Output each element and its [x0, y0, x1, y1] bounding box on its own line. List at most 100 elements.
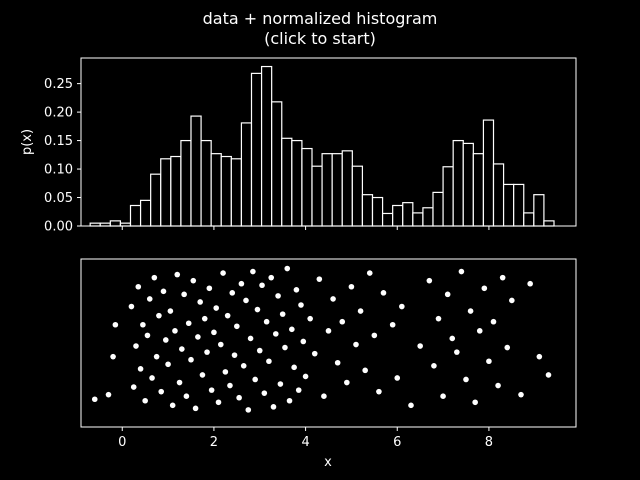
scatter-point — [454, 349, 460, 355]
scatter-point — [293, 287, 300, 293]
scatter-point — [291, 364, 297, 371]
histogram-y-tick-label: 0.25 — [44, 77, 73, 92]
scatter-point — [362, 367, 368, 374]
scatter-point — [215, 399, 222, 406]
scatter-point — [472, 399, 478, 406]
scatter-point — [201, 315, 208, 322]
histogram-bar — [412, 212, 424, 227]
scatter-point — [321, 393, 327, 400]
scatter-point — [240, 363, 247, 369]
scatter-point — [339, 318, 346, 325]
histogram-bar — [482, 119, 495, 227]
histogram-bar — [381, 212, 394, 227]
scatter-point — [169, 402, 176, 409]
scatter-point — [527, 280, 533, 287]
histogram-bar — [139, 199, 152, 227]
scatter-point — [431, 363, 437, 369]
scatter-point — [133, 343, 139, 349]
scatter-point — [142, 397, 148, 404]
scatter-point — [449, 335, 456, 342]
scatter-point — [256, 347, 263, 354]
scatter-point — [158, 388, 165, 395]
scatter-point — [213, 305, 220, 311]
scatter-point — [426, 277, 433, 284]
scatter-point — [481, 285, 488, 292]
scatter-frame — [80, 258, 577, 428]
scatter-x-tick-label: 8 — [485, 435, 493, 450]
scatter-point — [156, 312, 162, 319]
scatter-point — [165, 361, 171, 368]
figure-title-line2: (click to start) — [264, 29, 376, 48]
scatter-axes[interactable]: 0 2 4 6 8 x — [80, 258, 577, 470]
scatter-point — [140, 321, 146, 328]
histogram-bar — [200, 139, 212, 227]
histogram-bar — [492, 163, 505, 227]
scatter-point — [490, 318, 497, 325]
scatter-point — [128, 303, 135, 310]
histogram-y-tick-label: 0.05 — [44, 191, 73, 206]
scatter-point — [112, 321, 119, 328]
scatter-point — [545, 372, 552, 378]
histogram-y-label: p(x) — [20, 129, 35, 155]
scatter-point — [185, 320, 192, 327]
histogram-bar — [109, 220, 122, 227]
scatter-point — [499, 274, 506, 281]
scatter-point — [286, 397, 293, 404]
histogram-y-tick-label: 0.15 — [44, 134, 73, 149]
scatter-point — [316, 276, 323, 282]
scatter-point — [289, 326, 295, 333]
scatter-point — [295, 387, 302, 393]
scatter-point — [353, 341, 359, 348]
histogram-axes[interactable]: 0.00 0.05 0.10 0.15 0.20 0.25 p(x) — [20, 57, 577, 235]
histogram-bar — [502, 183, 515, 227]
scatter-point — [408, 402, 414, 409]
histogram-bar — [160, 158, 172, 227]
scatter-point — [376, 388, 382, 395]
histogram-bar — [129, 204, 142, 227]
histogram-bar — [392, 204, 404, 227]
scatter-point — [172, 328, 178, 334]
scatter-point — [509, 297, 515, 304]
scatter-point — [188, 356, 194, 363]
histogram-bar — [432, 191, 444, 227]
scatter-point — [275, 293, 281, 299]
histogram-bar — [150, 173, 162, 227]
histogram-bar — [311, 165, 323, 227]
histogram-bar — [321, 153, 333, 227]
scatter-point — [325, 328, 332, 334]
scatter-point — [463, 376, 469, 383]
scatter-point — [151, 274, 158, 281]
scatter-point — [261, 390, 268, 396]
scatter-point — [270, 404, 277, 410]
scatter-point — [344, 379, 350, 386]
histogram-bar — [230, 158, 243, 227]
scatter-point — [476, 328, 483, 334]
histogram-bar — [210, 153, 222, 227]
scatter-point — [518, 391, 524, 398]
histogram-bar — [402, 202, 414, 227]
scatter-x-tick-label: 6 — [393, 435, 401, 450]
histogram-bar — [240, 122, 253, 227]
scatter-point — [199, 372, 206, 378]
scatter-point — [504, 344, 511, 351]
histogram-y-ticks: 0.00 0.05 0.10 0.15 0.20 0.25 — [44, 77, 81, 235]
scatter-point — [298, 302, 304, 308]
scatter-point — [204, 349, 210, 355]
histogram-bar — [361, 194, 374, 227]
histogram-bar — [533, 194, 545, 227]
scatter-point — [206, 285, 213, 292]
scatter-point — [458, 268, 465, 275]
histogram-bar — [291, 139, 303, 227]
scatter-point — [348, 283, 355, 290]
histogram-bar — [462, 142, 474, 227]
histogram-y-tick-label: 0.20 — [44, 106, 73, 121]
scatter-point — [227, 382, 233, 389]
histogram-bar — [523, 212, 535, 227]
histogram-bar — [220, 155, 232, 227]
histogram-bar — [190, 115, 202, 227]
histogram-bar — [301, 147, 313, 227]
scatter-point — [380, 290, 387, 296]
scatter-point — [234, 323, 240, 330]
histogram-bar — [472, 153, 485, 227]
